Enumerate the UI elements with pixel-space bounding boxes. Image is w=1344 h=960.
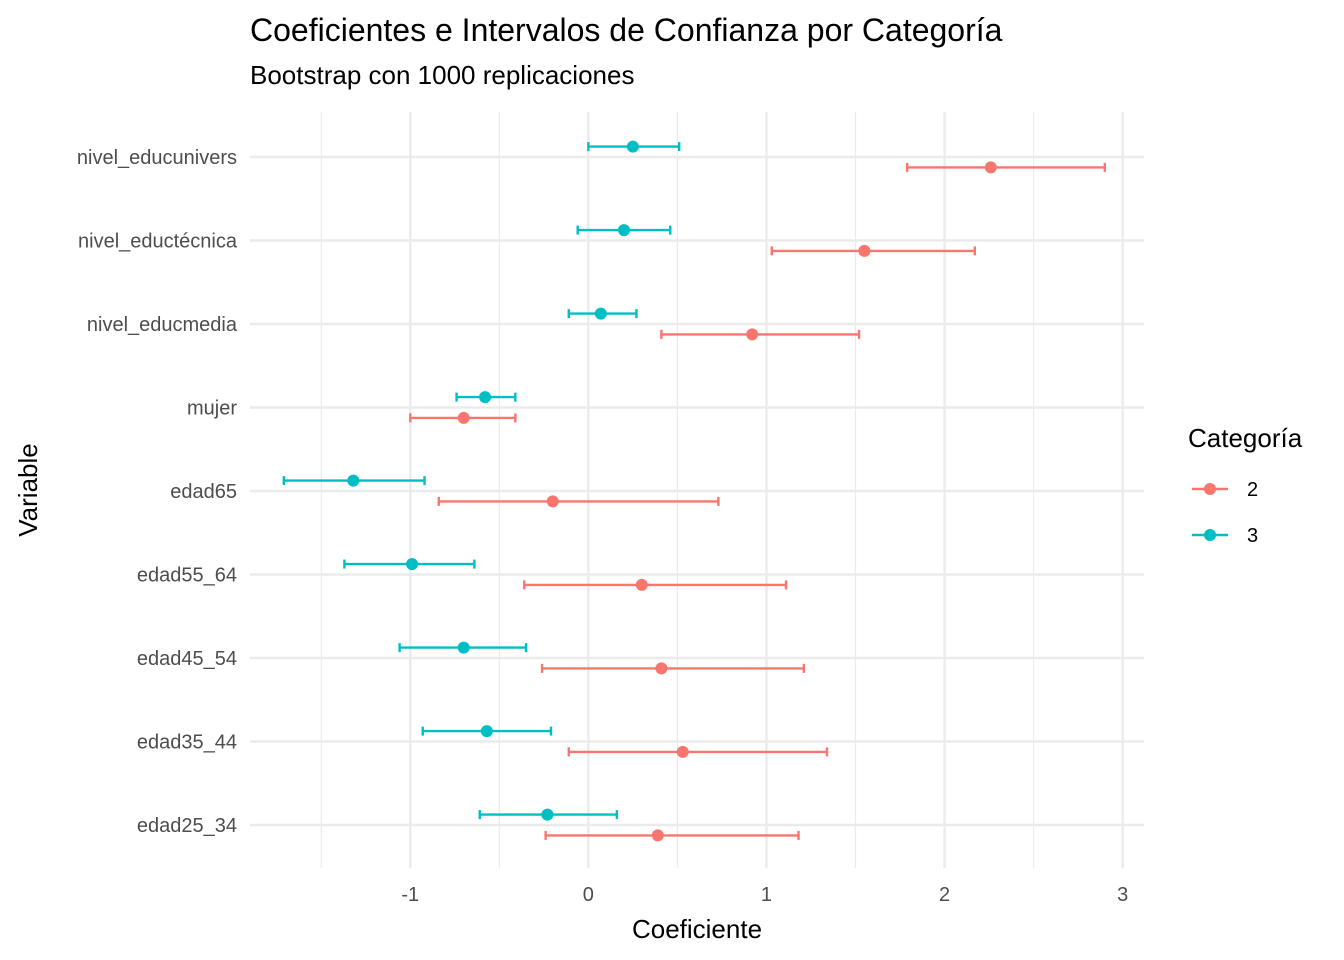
legend: Categoría 2 3 (1188, 423, 1303, 547)
estimate-point (984, 161, 997, 174)
legend-label: 3 (1247, 525, 1258, 547)
y-tick-label: edad55_64 (137, 565, 237, 587)
estimate-point (479, 391, 492, 404)
estimate-point (676, 745, 689, 758)
x-tick-label: 2 (939, 884, 950, 906)
x-tick-label: 1 (761, 884, 772, 906)
estimate-point (347, 474, 360, 487)
series-2 (409, 161, 1107, 842)
chart-subtitle: Bootstrap con 1000 replicaciones (250, 60, 634, 90)
y-axis-ticks: edad25_34 edad35_44 edad45_54 edad55_64 edad… (77, 147, 238, 837)
y-axis-title: Variable (13, 443, 43, 536)
x-tick-label: 0 (583, 884, 594, 906)
legend-label: 2 (1247, 479, 1258, 501)
estimate-point (480, 725, 493, 738)
y-tick-label: nivel_eductécnica (78, 231, 238, 253)
legend-title: Categoría (1188, 423, 1303, 453)
chart-marks (282, 140, 1107, 842)
estimate-point (617, 224, 630, 237)
estimate-point (457, 411, 470, 424)
estimate-point (746, 328, 759, 341)
y-tick-label: mujer (187, 398, 237, 420)
estimate-point (406, 558, 419, 571)
y-tick-label: nivel_educunivers (77, 147, 237, 169)
estimate-point (626, 140, 639, 153)
y-tick-label: nivel_educmedia (87, 314, 238, 336)
estimate-point (635, 578, 648, 591)
y-tick-label: edad25_34 (137, 815, 237, 837)
series-3 (282, 140, 681, 821)
legend-key-point (1204, 529, 1216, 541)
grid-lines (250, 112, 1144, 868)
x-tick-label: -1 (401, 884, 419, 906)
estimate-point (858, 244, 871, 257)
x-axis-title: Coeficiente (632, 914, 762, 944)
y-tick-label: edad35_44 (137, 732, 237, 754)
legend-key-point (1204, 483, 1216, 495)
estimate-point (651, 829, 664, 842)
estimate-point (546, 495, 559, 508)
x-tick-label: 3 (1117, 884, 1128, 906)
estimate-point (594, 307, 607, 320)
estimate-point (655, 662, 668, 675)
estimate-point (541, 808, 554, 821)
y-tick-label: edad45_54 (137, 648, 237, 670)
estimate-point (457, 641, 470, 654)
x-axis-ticks: -1 0 1 2 3 (401, 884, 1128, 906)
y-tick-label: edad65 (170, 481, 237, 503)
chart-title: Coeficientes e Intervalos de Confianza p… (250, 12, 1003, 48)
